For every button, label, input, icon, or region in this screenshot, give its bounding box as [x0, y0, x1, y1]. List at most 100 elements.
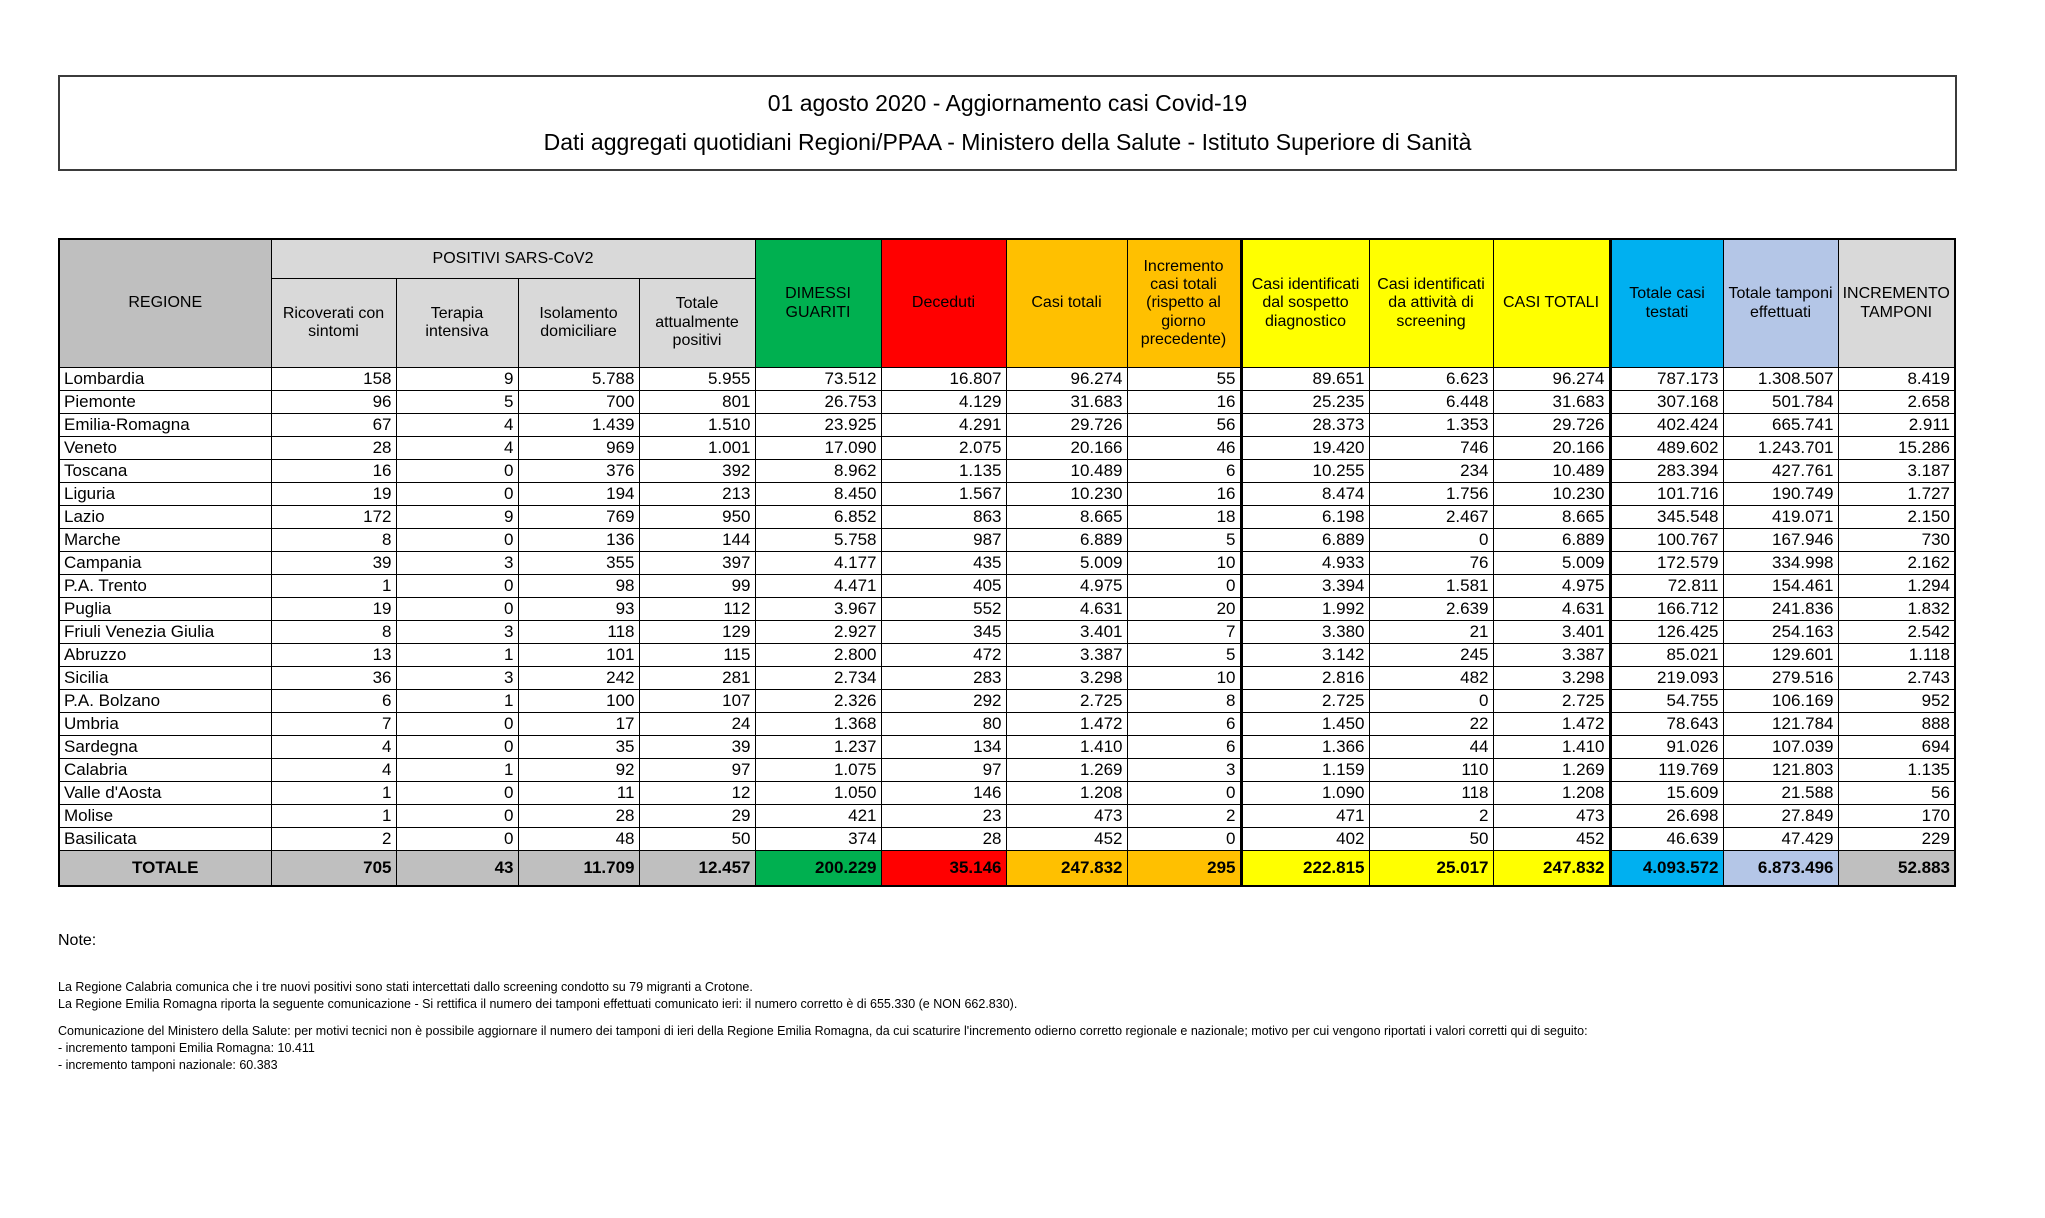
value-cell: 8.450	[754, 482, 882, 506]
value-cell: 172	[270, 505, 397, 529]
region-name: Puglia	[58, 597, 272, 621]
header-subcol: Terapia intensiva	[395, 278, 519, 368]
value-cell: 283.394	[1608, 459, 1724, 483]
total-value-cell: 200.229	[754, 850, 882, 886]
value-cell: 863	[880, 505, 1007, 529]
value-cell: 2.816	[1239, 666, 1370, 690]
value-cell: 1.208	[1005, 781, 1128, 805]
value-cell: 1.269	[1005, 758, 1128, 782]
value-cell: 374	[754, 827, 882, 851]
table-row: Campania 39 3 355 397 4.177 435 5.009 10 4.933 76 5…	[58, 551, 1956, 575]
value-cell: 472	[880, 643, 1007, 667]
value-cell: 1.832	[1837, 597, 1956, 621]
value-cell: 158	[270, 367, 397, 391]
value-cell: 345.548	[1608, 505, 1724, 529]
value-cell: 17.090	[754, 436, 882, 460]
value-cell: 1.992	[1239, 597, 1370, 621]
value-cell: 5	[1126, 643, 1242, 667]
value-cell: 16	[1126, 390, 1242, 414]
header-col: Casi totali	[1005, 238, 1128, 368]
value-cell: 8	[270, 620, 397, 644]
value-cell: 1.159	[1239, 758, 1370, 782]
value-cell: 281	[638, 666, 756, 690]
value-cell: 8.419	[1837, 367, 1956, 391]
note-line-increment-emilia: - incremento tamponi Emilia Romagna: 10.…	[58, 1041, 315, 1055]
value-cell: 29	[638, 804, 756, 828]
value-cell: 154.461	[1722, 574, 1839, 598]
table-row: Liguria 19 0 194 213 8.450 1.567 10.230 16 8.474 1…	[58, 482, 1956, 506]
value-cell: 31.683	[1492, 390, 1611, 414]
region-name: Umbria	[58, 712, 272, 736]
value-cell: 4.291	[880, 413, 1007, 437]
value-cell: 10.489	[1492, 459, 1611, 483]
value-cell: 473	[1492, 804, 1611, 828]
value-cell: 134	[880, 735, 1007, 759]
value-cell: 2	[1368, 804, 1494, 828]
value-cell: 10.489	[1005, 459, 1128, 483]
value-cell: 55	[1126, 367, 1242, 391]
value-cell: 292	[880, 689, 1007, 713]
value-cell: 8.665	[1492, 505, 1611, 529]
value-cell: 46	[1126, 436, 1242, 460]
value-cell: 21.588	[1722, 781, 1839, 805]
value-cell: 1	[395, 758, 519, 782]
value-cell: 2	[1126, 804, 1242, 828]
value-cell: 3.387	[1492, 643, 1611, 667]
value-cell: 93	[517, 597, 640, 621]
value-cell: 194	[517, 482, 640, 506]
value-cell: 20.166	[1005, 436, 1128, 460]
total-label: TOTALE	[58, 850, 272, 886]
value-cell: 119.769	[1608, 758, 1724, 782]
covid-data-table: REGIONE POSITIVI SARS-CoV2 DIMESSI GUARITI…	[58, 238, 1956, 887]
value-cell: 435	[880, 551, 1007, 575]
header-col: Totale casi testati	[1608, 238, 1724, 368]
value-cell: 405	[880, 574, 1007, 598]
value-cell: 482	[1368, 666, 1494, 690]
value-cell: 0	[395, 781, 519, 805]
value-cell: 39	[638, 735, 756, 759]
value-cell: 345	[880, 620, 1007, 644]
header-col: Totale tamponi effettuati	[1722, 238, 1839, 368]
value-cell: 2.800	[754, 643, 882, 667]
value-cell: 2.542	[1837, 620, 1956, 644]
note-line-calabria: La Regione Calabria comunica che i tre n…	[58, 980, 753, 994]
region-name: Piemonte	[58, 390, 272, 414]
value-cell: 1.472	[1005, 712, 1128, 736]
value-cell: 4.471	[754, 574, 882, 598]
value-cell: 28	[880, 827, 1007, 851]
notes-section: Note: La Regione Calabria comunica che i…	[58, 932, 1978, 1074]
value-cell: 452	[1492, 827, 1611, 851]
value-cell: 3	[1126, 758, 1242, 782]
report-title-box: 01 agosto 2020 - Aggiornamento casi Covi…	[58, 75, 1957, 171]
value-cell: 769	[517, 505, 640, 529]
region-name: Liguria	[58, 482, 272, 506]
value-cell: 1.135	[1837, 758, 1956, 782]
value-cell: 2.743	[1837, 666, 1956, 690]
value-cell: 9	[395, 367, 519, 391]
header-col: DIMESSI GUARITI	[754, 238, 882, 368]
region-name: Basilicata	[58, 827, 272, 851]
table-row: Molise 1 0 28 29 421 23 473 2 471 2 473 26.698 27.849…	[58, 804, 1956, 828]
value-cell: 21	[1368, 620, 1494, 644]
value-cell: 35	[517, 735, 640, 759]
value-cell: 166.712	[1608, 597, 1724, 621]
value-cell: 0	[395, 459, 519, 483]
region-name: Valle d'Aosta	[58, 781, 272, 805]
value-cell: 4	[395, 413, 519, 437]
value-cell: 5.009	[1492, 551, 1611, 575]
header-subcol: Totale attualmente positivi	[638, 278, 756, 368]
value-cell: 213	[638, 482, 756, 506]
region-name: Calabria	[58, 758, 272, 782]
value-cell: 1.001	[638, 436, 756, 460]
value-cell: 0	[395, 528, 519, 552]
value-cell: 19.420	[1239, 436, 1370, 460]
total-value-cell: 43	[395, 850, 519, 886]
value-cell: 106.169	[1722, 689, 1839, 713]
total-value-cell: 705	[270, 850, 397, 886]
value-cell: 452	[1005, 827, 1128, 851]
value-cell: 2.725	[1239, 689, 1370, 713]
region-name: Sardegna	[58, 735, 272, 759]
value-cell: 746	[1368, 436, 1494, 460]
value-cell: 1.727	[1837, 482, 1956, 506]
value-cell: 489.602	[1608, 436, 1724, 460]
